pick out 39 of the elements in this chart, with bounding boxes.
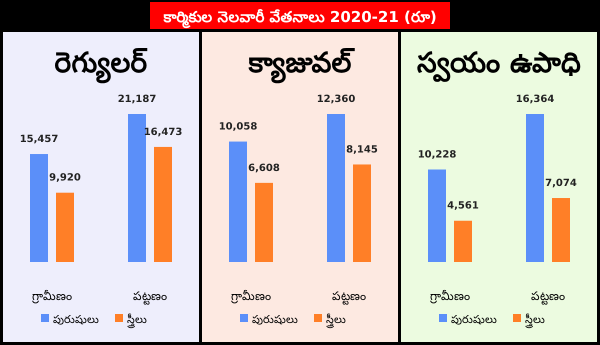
data-label: 12,360 (316, 94, 356, 105)
chart-title: రెగ్యులర్ (54, 46, 148, 84)
bar (56, 192, 74, 262)
x-tick-label: పట్టణం (332, 289, 366, 305)
data-label: 9,920 (49, 172, 81, 184)
legend-label: స్త్రీలు (127, 313, 147, 329)
x-tick-label: గ్రామీణం (231, 289, 271, 304)
legend-label: స్త్రీలు (525, 313, 545, 329)
x-tick-label: పట్టణం (133, 289, 167, 305)
bar (552, 198, 570, 262)
bar (353, 164, 371, 262)
bar (428, 169, 446, 262)
bar (229, 142, 247, 262)
bar (526, 114, 544, 262)
x-tick-label: గ్రామీణం (32, 289, 72, 304)
data-label: 8,145 (346, 144, 378, 156)
legend-label: పురుషులు (451, 313, 497, 326)
bar (128, 114, 146, 262)
data-label: 21,187 (118, 94, 156, 105)
data-label: 10,058 (218, 122, 258, 133)
data-label: 15,457 (20, 134, 58, 146)
x-tick-label: గ్రామీణం (430, 289, 470, 304)
chart-title: క్యాజువల్ (248, 46, 356, 84)
bar (327, 114, 345, 262)
legend-label: పురుషులు (53, 313, 99, 326)
x-tick-label: పట్టణం (531, 289, 565, 305)
chart-title: స్వయం ఉపాధి (417, 46, 581, 82)
data-label: 7,074 (545, 178, 577, 190)
data-label: 10,228 (418, 149, 456, 160)
bar (154, 146, 172, 262)
data-label: 16,364 (516, 94, 554, 105)
bar (30, 154, 48, 262)
data-label: 6,608 (248, 162, 280, 174)
text: కార్మికుల నెలవారీ వేతనాలు 2020-21 (రూ) (162, 8, 437, 29)
bar (255, 182, 273, 262)
bar (454, 220, 472, 262)
legend-label: స్త్రీలు (326, 313, 346, 329)
data-label: 4,561 (447, 200, 479, 212)
legend-label: పురుషులు (252, 313, 298, 326)
